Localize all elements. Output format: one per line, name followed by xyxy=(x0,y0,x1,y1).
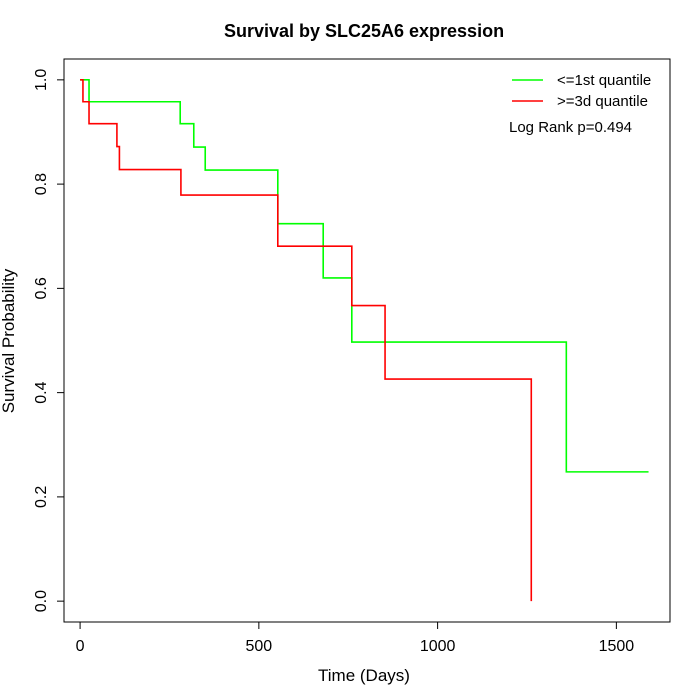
series-layer xyxy=(80,79,649,602)
y-tick-label: 0.0 xyxy=(33,590,50,612)
survival-curve-2 xyxy=(80,79,533,602)
x-tick-label: 500 xyxy=(245,638,272,655)
legend-entry: >=3d quantile xyxy=(557,93,648,110)
plot-frame xyxy=(63,58,671,623)
x-axis: 0 500 1000 1500 xyxy=(76,621,635,655)
y-axis: 0.0 0.2 0.4 0.6 0.8 1.0 xyxy=(33,69,65,612)
chart-title: Survival by SLC25A6 expression xyxy=(224,21,504,41)
y-tick-label: 0.4 xyxy=(33,381,50,403)
log-rank-annotation: Log Rank p=0.494 xyxy=(509,119,632,136)
y-axis-label: Survival Probability xyxy=(0,268,18,413)
y-tick-label: 0.8 xyxy=(33,173,50,195)
legend-entry: <=1st quantile xyxy=(557,72,651,89)
survival-curve-1 xyxy=(80,79,649,473)
x-axis-label: Time (Days) xyxy=(318,666,410,685)
legend: <=1st quantile >=3d quantile xyxy=(512,72,651,110)
y-tick-label: 0.6 xyxy=(33,277,50,299)
y-tick-label: 1.0 xyxy=(33,69,50,91)
x-tick-label: 0 xyxy=(76,638,85,655)
x-tick-label: 1500 xyxy=(599,638,635,655)
x-tick-label: 1000 xyxy=(420,638,456,655)
y-tick-label: 0.2 xyxy=(33,486,50,508)
